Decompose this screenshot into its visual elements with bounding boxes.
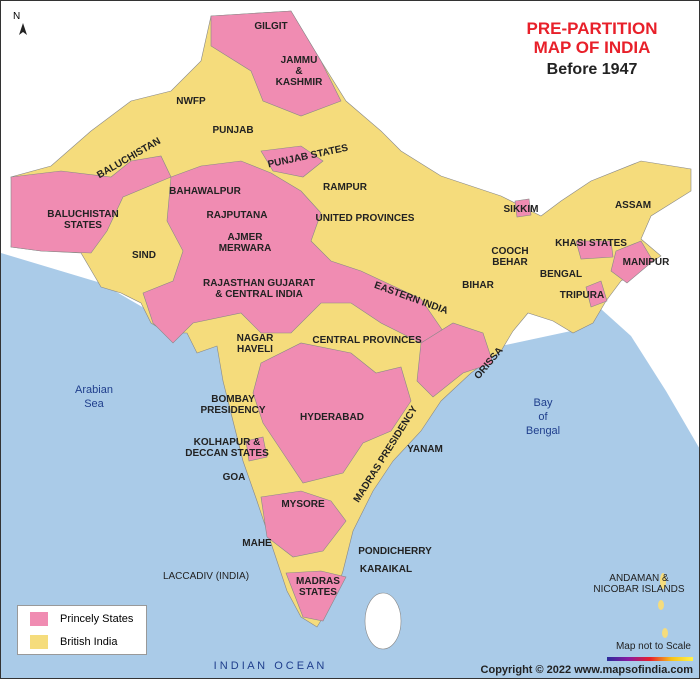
region-label: KARAIKAL [359, 564, 413, 575]
region-label: BAHAWALPUR [169, 186, 241, 197]
region-label: NWFP [176, 96, 206, 107]
title-line2: MAP OF INDIA [533, 38, 651, 57]
region-label: YANAM [407, 444, 443, 455]
punjab-states [260, 145, 324, 178]
region-label: KHASI STATES [555, 238, 627, 249]
bay-of-bengal-label: Bay of Bengal [526, 396, 560, 438]
rajputana-central-india [142, 160, 444, 344]
sea-label-line: of [538, 411, 548, 423]
region-label: AJMER [227, 232, 263, 243]
scale-color-bar [607, 657, 693, 661]
region-label: BEHAR [492, 257, 528, 268]
sikkim [514, 198, 532, 218]
region-label: BIHAR [462, 280, 494, 291]
sea-label-line: Arabian [75, 384, 113, 396]
legend-label: Princely States [60, 613, 134, 625]
indian-ocean-label: I N D I A N O C E A N [213, 660, 325, 672]
region-label: HAVELI [237, 344, 273, 355]
region-label: PUNJAB [212, 125, 254, 136]
region-label: BALUCHISTAN [47, 209, 119, 220]
title-line1: PRE-PARTITION [526, 19, 658, 38]
region-label: MERWARA [218, 243, 272, 254]
region-label: GOA [222, 472, 246, 483]
region-label: HYDERABAD [300, 412, 364, 423]
region-label: SIKKIM [503, 204, 539, 215]
kolhapur [245, 436, 268, 462]
north-label: N [13, 11, 21, 22]
region-label: ASSAM [614, 200, 652, 211]
region-label: CENTRAL PROVINCES [312, 335, 422, 346]
scale-note: Map not to Scale [615, 641, 691, 652]
sea-label-line: Bengal [525, 425, 561, 437]
legend-label: British India [60, 636, 118, 648]
region-label: MYSORE [281, 499, 325, 510]
region-label: & CENTRAL INDIA [215, 289, 303, 300]
legend-swatch [30, 635, 48, 649]
region-label: STATES [299, 587, 337, 598]
khasi-states [575, 240, 614, 260]
region-label: NAGAR [236, 333, 274, 344]
baluchistan-states [10, 155, 172, 254]
region-label: PRESIDENCY [200, 405, 266, 416]
legend-item-princely: Princely States [18, 609, 146, 629]
legend-swatch [30, 612, 48, 626]
region-label: RAMPUR [323, 182, 367, 193]
region-label: MAHE [242, 538, 272, 549]
region-label: MANIPUR [622, 257, 670, 268]
region-label: BOMBAY [211, 394, 255, 405]
manipur [610, 240, 654, 284]
region-label: KASHMIR [275, 77, 323, 88]
region-label: KOLHAPUR & [193, 437, 261, 448]
british-india [10, 10, 692, 628]
mysore [260, 490, 347, 558]
andaman-islands [658, 573, 668, 638]
region-label: SIND [132, 250, 156, 261]
region-label: LACCADIV (INDIA) [162, 571, 250, 582]
map-title: PRE-PARTITION MAP OF INDIA Before 1947 [507, 19, 677, 81]
princely-states [10, 10, 654, 622]
region-label: MADRAS [296, 576, 340, 587]
region-label: NICOBAR ISLANDS [593, 584, 685, 595]
legend-item-british: British India [18, 632, 146, 652]
region-label: ANDAMAN & [609, 573, 669, 584]
tripura [585, 280, 608, 308]
copyright: Copyright © 2022 www.mapsofindia.com [480, 664, 693, 676]
north-arrow-icon [19, 23, 27, 35]
madras-states [285, 570, 347, 622]
region-label: STATES [64, 220, 102, 231]
eastern-states [416, 322, 494, 398]
region-label: RAJASTHAN GUJARAT [202, 278, 316, 289]
arabian-sea-label: Arabian Sea [75, 383, 113, 411]
region-label: & [295, 66, 303, 77]
ceylon [364, 592, 402, 650]
title-subtitle: Before 1947 [546, 61, 638, 78]
region-label: TRIPURA [559, 290, 605, 301]
region-label: DECCAN STATES [185, 448, 269, 459]
region-label: UNITED PROVINCES [315, 213, 415, 224]
region-label: RAJPUTANA [206, 210, 268, 221]
sea-label-line: Sea [84, 398, 104, 410]
hyderabad [252, 342, 412, 484]
region-label: COOCH [491, 246, 529, 257]
region-label: GILGIT [254, 21, 288, 32]
legend: Princely States British India [17, 605, 147, 655]
region-label: PONDICHERRY [358, 546, 432, 557]
region-label: BENGAL [539, 269, 583, 280]
region-label: JAMMU [280, 55, 318, 66]
sea-label-line: Bay [533, 397, 553, 409]
jammu-kashmir [210, 10, 342, 117]
